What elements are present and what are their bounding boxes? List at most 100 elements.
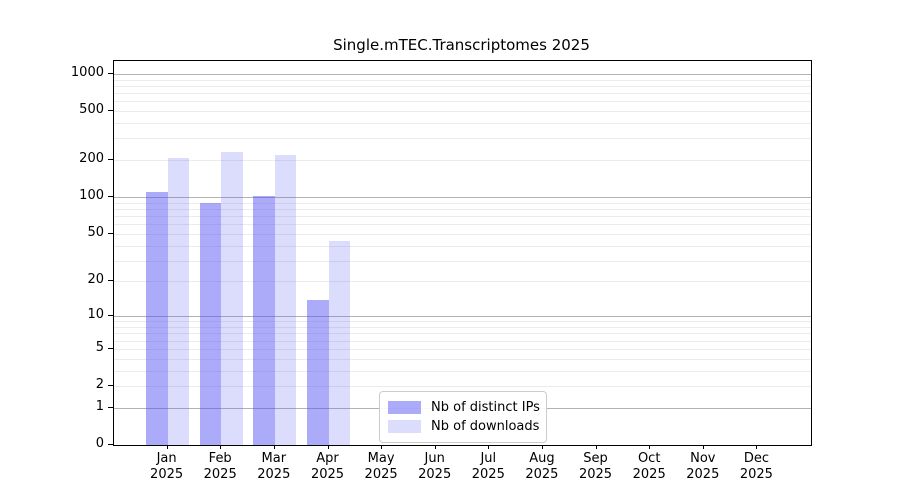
y-tick-mark bbox=[108, 347, 113, 349]
x-tick-mark bbox=[488, 445, 490, 449]
y-tick-label: 20 bbox=[87, 272, 104, 288]
x-tick-mark bbox=[381, 445, 383, 449]
x-tick-mark bbox=[220, 445, 222, 449]
bar-distinct-ips bbox=[146, 192, 168, 445]
x-tick-label-jul: Jul 2025 bbox=[459, 451, 517, 483]
major-gridline bbox=[114, 316, 811, 318]
y-tick-mark bbox=[108, 280, 113, 282]
x-tick-label-feb: Feb 2025 bbox=[191, 451, 249, 483]
major-gridline bbox=[114, 73, 811, 75]
y-tick-label: 10 bbox=[87, 307, 104, 323]
bar-downloads bbox=[274, 154, 297, 445]
minor-gridline bbox=[114, 160, 811, 162]
minor-gridline bbox=[114, 101, 811, 103]
minor-gridline bbox=[114, 224, 811, 226]
y-tick-mark bbox=[108, 110, 113, 111]
x-tick-label-sep: Sep 2025 bbox=[567, 451, 625, 483]
y-tick-mark bbox=[108, 444, 113, 445]
x-tick-label-mar: Mar 2025 bbox=[245, 451, 303, 483]
x-tick-year: 2025 bbox=[632, 467, 666, 482]
y-tick-label: 500 bbox=[79, 102, 104, 117]
x-tick-label-dec: Dec 2025 bbox=[727, 451, 785, 483]
y-tick-label: 2 bbox=[95, 377, 104, 392]
minor-gridline bbox=[114, 333, 811, 335]
y-tick-mark bbox=[108, 159, 113, 161]
minor-gridline bbox=[114, 111, 811, 112]
minor-gridline bbox=[114, 340, 811, 342]
x-tick-mark bbox=[756, 445, 758, 449]
x-tick-year: 2025 bbox=[525, 467, 559, 482]
x-tick-year: 2025 bbox=[203, 467, 237, 482]
x-tick-label-apr: Apr 2025 bbox=[299, 451, 357, 483]
y-tick-label: 0 bbox=[95, 436, 104, 451]
major-gridline bbox=[114, 197, 811, 199]
x-tick-label-nov: Nov 2025 bbox=[674, 451, 732, 483]
legend-row-distinct-ips: Nb of distinct IPs bbox=[388, 398, 540, 417]
bar-downloads bbox=[328, 240, 350, 445]
minor-gridline bbox=[114, 348, 811, 350]
minor-gridline bbox=[114, 260, 811, 262]
x-tick-year: 2025 bbox=[310, 467, 345, 482]
x-tick-year: 2025 bbox=[739, 467, 773, 482]
minor-gridline bbox=[114, 202, 811, 204]
minor-gridline bbox=[114, 79, 811, 81]
minor-gridline bbox=[114, 85, 811, 87]
x-tick-mark bbox=[702, 445, 704, 449]
x-tick-mark bbox=[434, 445, 436, 449]
x-tick-mark bbox=[273, 445, 275, 449]
minor-gridline bbox=[114, 216, 811, 217]
x-tick-label-may: May 2025 bbox=[352, 451, 410, 483]
y-tick-mark bbox=[108, 196, 113, 198]
x-tick-year: 2025 bbox=[364, 467, 398, 482]
minor-gridline bbox=[114, 281, 811, 283]
y-tick-label: 200 bbox=[79, 151, 104, 167]
minor-gridline bbox=[114, 245, 811, 247]
legend-swatch-distinct-ips bbox=[388, 401, 421, 414]
bar-downloads bbox=[221, 151, 243, 445]
x-tick-mark bbox=[649, 445, 651, 449]
x-tick-mark bbox=[541, 445, 543, 449]
y-tick-label: 1 bbox=[95, 398, 104, 414]
legend-label-distinct-ips: Nb of distinct IPs bbox=[431, 400, 540, 415]
minor-gridline bbox=[114, 93, 811, 94]
minor-gridline bbox=[114, 386, 811, 387]
y-tick-mark bbox=[108, 72, 113, 74]
legend: Nb of distinct IPs Nb of downloads bbox=[379, 391, 547, 443]
y-tick-mark bbox=[108, 385, 113, 386]
x-tick-mark bbox=[327, 445, 329, 449]
y-tick-mark bbox=[108, 232, 113, 234]
x-tick-label-oct: Oct 2025 bbox=[620, 451, 678, 483]
legend-label-downloads: Nb of downloads bbox=[431, 419, 540, 434]
bar-distinct-ips bbox=[199, 203, 222, 445]
minor-gridline bbox=[114, 358, 811, 360]
x-tick-year: 2025 bbox=[257, 467, 291, 482]
y-tick-mark bbox=[108, 315, 113, 317]
y-tick-label: 1000 bbox=[70, 64, 104, 80]
minor-gridline bbox=[114, 321, 811, 323]
minor-gridline bbox=[114, 327, 811, 328]
y-tick-label: 5 bbox=[95, 339, 104, 355]
x-tick-year: 2025 bbox=[418, 467, 452, 482]
x-tick-year: 2025 bbox=[471, 467, 505, 482]
x-tick-year: 2025 bbox=[150, 467, 184, 482]
y-tick-label: 50 bbox=[87, 224, 104, 240]
minor-gridline bbox=[114, 123, 811, 124]
x-tick-year: 2025 bbox=[686, 467, 720, 482]
bar-distinct-ips bbox=[307, 299, 329, 445]
bar-downloads bbox=[167, 157, 190, 445]
x-tick-mark bbox=[166, 445, 168, 449]
y-tick-label: 100 bbox=[79, 188, 104, 204]
minor-gridline bbox=[114, 233, 811, 235]
y-tick-mark bbox=[108, 406, 113, 408]
x-tick-label-jan: Jan 2025 bbox=[138, 451, 196, 483]
x-tick-label-jun: Jun 2025 bbox=[406, 451, 464, 483]
chart-title: Single.mTEC.Transcriptomes 2025 bbox=[333, 36, 590, 54]
legend-swatch-downloads bbox=[388, 420, 421, 433]
plot-area: Nb of distinct IPs Nb of downloads bbox=[113, 60, 812, 446]
minor-gridline bbox=[114, 370, 811, 372]
legend-row-downloads: Nb of downloads bbox=[388, 417, 540, 436]
x-tick-label-aug: Aug 2025 bbox=[513, 451, 571, 483]
bar-distinct-ips bbox=[253, 195, 275, 445]
minor-gridline bbox=[114, 208, 811, 210]
